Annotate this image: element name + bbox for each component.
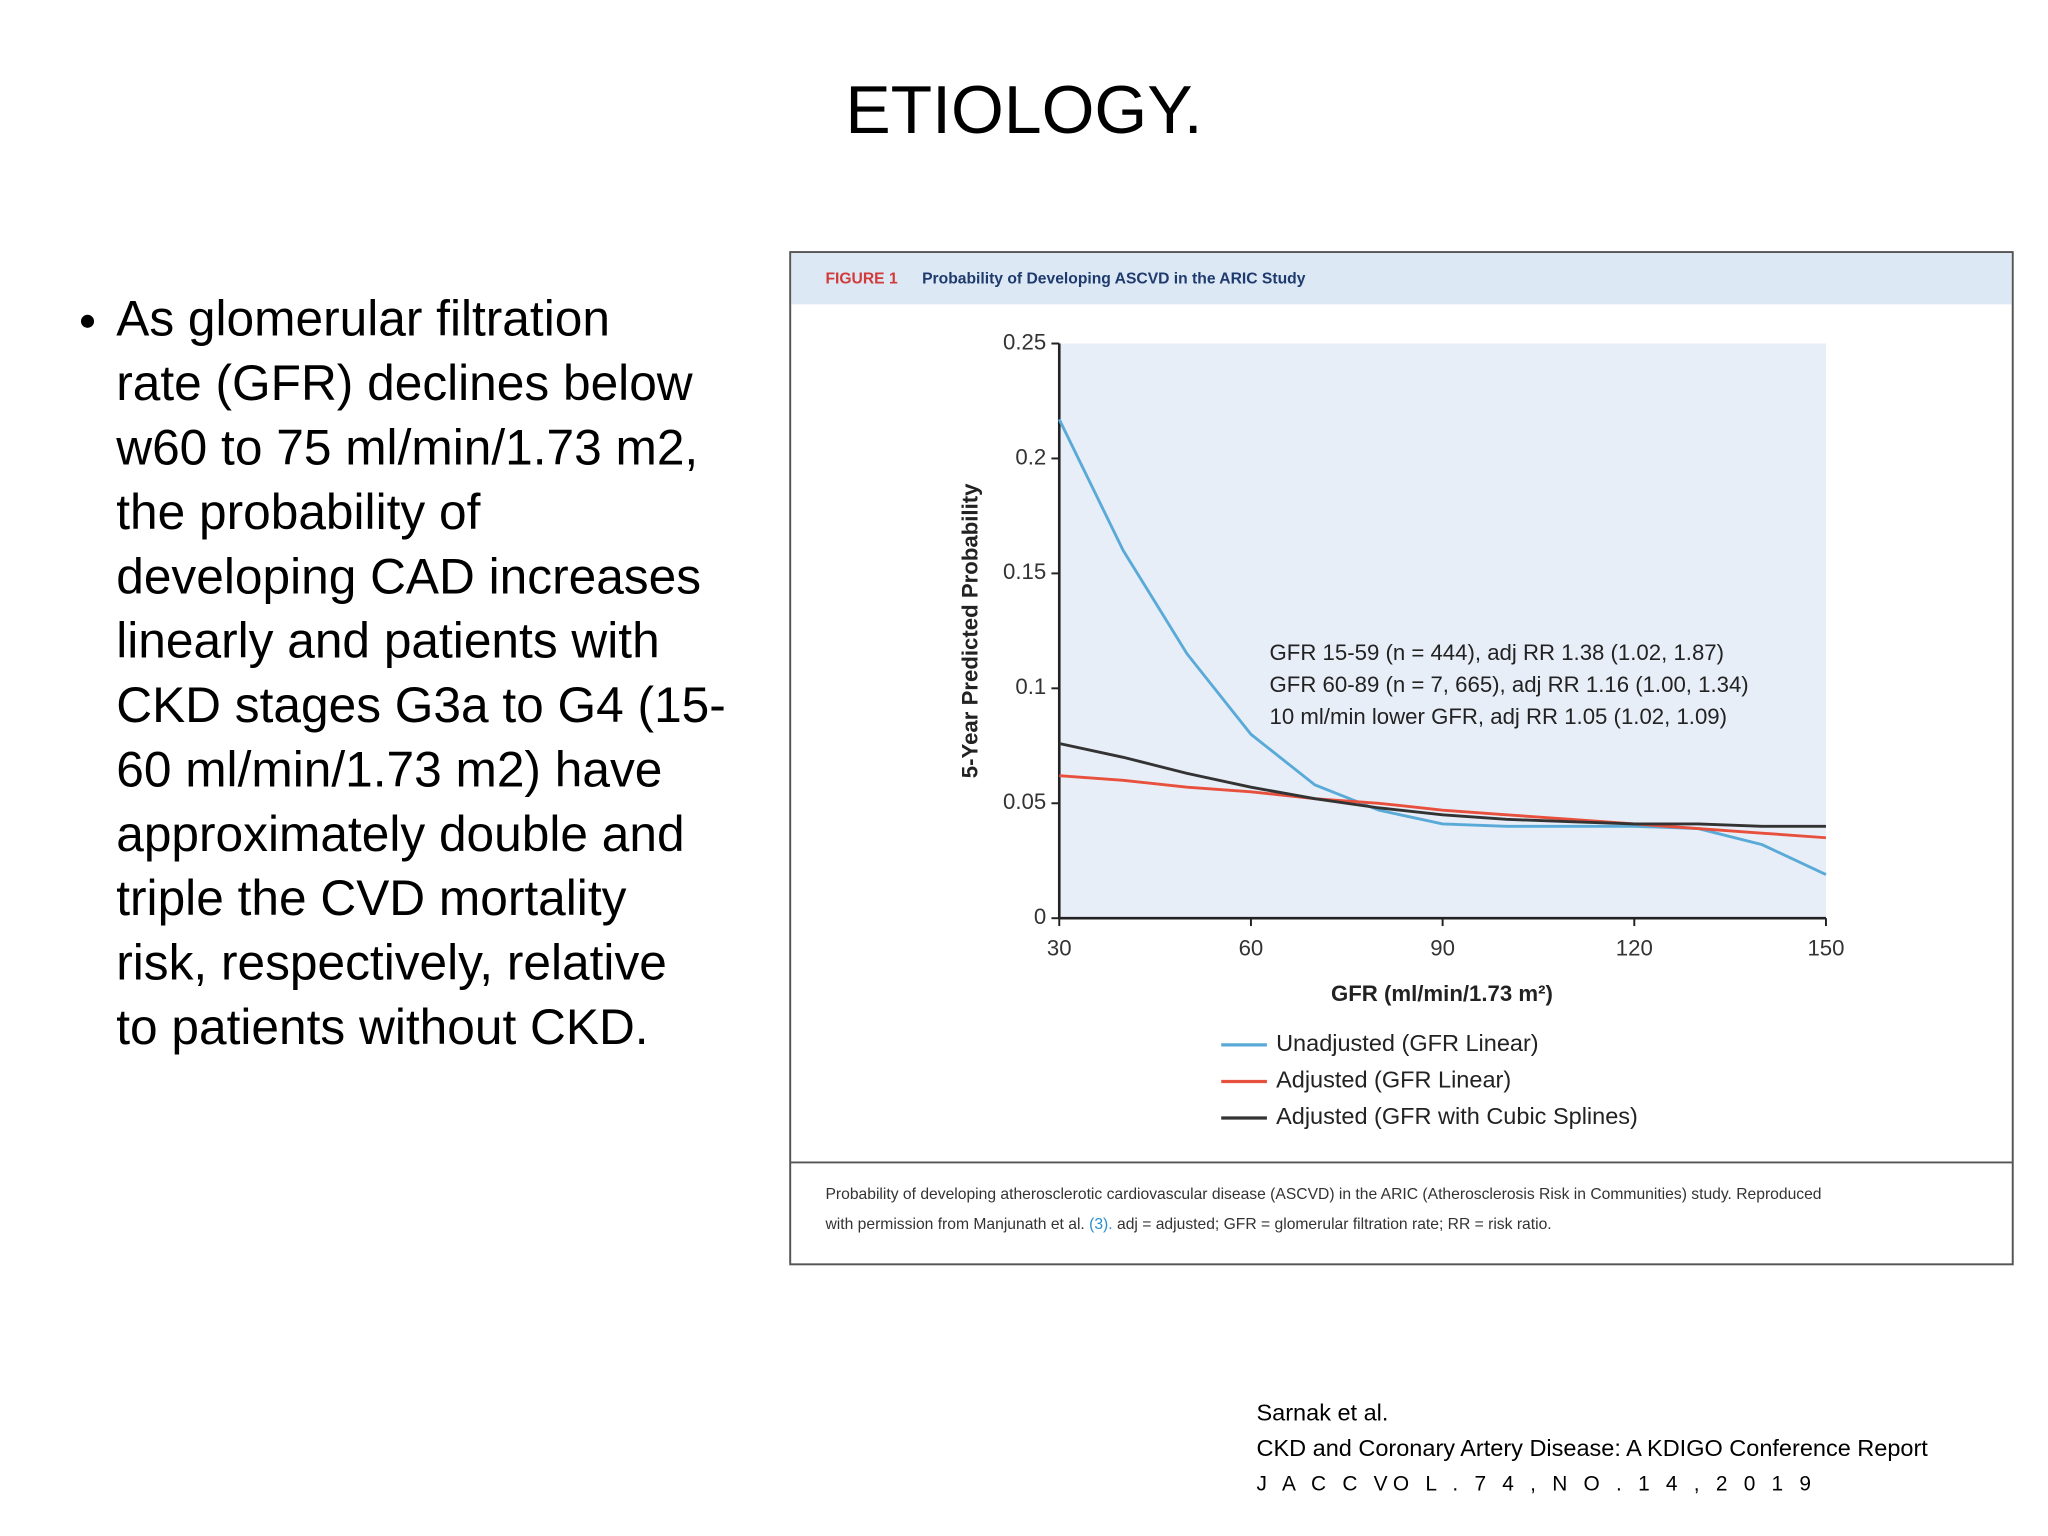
caption: Probability of developing atheroscleroti…: [825, 1186, 1821, 1203]
legend-label: Adjusted (GFR Linear): [1276, 1067, 1511, 1093]
bullet-text: the probability of: [116, 484, 480, 540]
annotation: GFR 15-59 (n = 444), adj RR 1.38 (1.02, …: [1270, 640, 1724, 665]
bullet-text: triple the CVD mortality: [116, 870, 626, 926]
bullet-text: rate (GFR) declines below: [116, 355, 693, 411]
bullet-text: to patients without CKD.: [116, 999, 648, 1055]
bullet-dot: [80, 314, 95, 328]
series-line: [1058, 742, 1826, 828]
y-tick-label: 0.25: [1003, 329, 1046, 354]
legend-label: Adjusted (GFR with Cubic Splines): [1276, 1103, 1638, 1129]
bullet-text: w60 to 75 ml/min/1.73 m2,: [115, 420, 698, 476]
x-tick-label: 150: [1807, 935, 1844, 960]
x-tick-label: 60: [1239, 935, 1264, 960]
series-line: [1059, 774, 1827, 840]
bullet-text: risk, respectively, relative: [116, 935, 667, 991]
caption: with permission from Manjunath et al.: [824, 1216, 1084, 1233]
y-axis-title: 5-Year Predicted Probability: [958, 483, 983, 778]
figure-header: [791, 253, 2012, 305]
citation: J A C C VO L . 7 4 , N O . 1 4 , 2 0 1 9: [1256, 1473, 1816, 1496]
x-tick-label: 30: [1047, 935, 1072, 960]
caption-ref: (3).: [1089, 1216, 1112, 1233]
bullet-text: 60 ml/min/1.73 m2) have: [116, 741, 662, 797]
y-tick-label: 0: [1034, 904, 1046, 929]
y-tick-label: 0.05: [1003, 789, 1046, 814]
bullet-text: CKD stages G3a to G4 (15-: [116, 677, 726, 733]
annotation: 10 ml/min lower GFR, adj RR 1.05 (1.02, …: [1270, 704, 1728, 729]
legend-label: Unadjusted (GFR Linear): [1276, 1030, 1539, 1056]
citation: Sarnak et al.: [1256, 1400, 1388, 1426]
y-tick-label: 0.15: [1003, 559, 1046, 584]
x-tick-label: 90: [1430, 935, 1455, 960]
bullet-text: linearly and patients with: [116, 613, 659, 669]
caption: adj = adjusted; GFR = glomerular filtrat…: [1117, 1216, 1552, 1233]
figure-label: FIGURE 1: [825, 271, 897, 288]
y-tick-label: 0.2: [1015, 444, 1046, 469]
annotation: GFR 60-89 (n = 7, 665), adj RR 1.16 (1.0…: [1270, 672, 1749, 697]
bullet-text: approximately double and: [116, 806, 684, 862]
slide-title: ETIOLOGY.: [845, 73, 1202, 148]
y-tick-label: 0.1: [1015, 674, 1046, 699]
x-axis-title: GFR (ml/min/1.73 m²): [1331, 981, 1553, 1006]
citation: CKD and Coronary Artery Disease: A KDIGO…: [1256, 1435, 1928, 1461]
x-tick-label: 120: [1616, 935, 1653, 960]
figure-heading: Probability of Developing ASCVD in the A…: [922, 271, 1306, 288]
bullet-text: developing CAD increases: [116, 548, 701, 604]
caption: with permission from Manjunath et al. (3…: [824, 1216, 1551, 1233]
bullet-text: As glomerular filtration: [116, 291, 610, 347]
plot-area: [1059, 343, 1826, 919]
